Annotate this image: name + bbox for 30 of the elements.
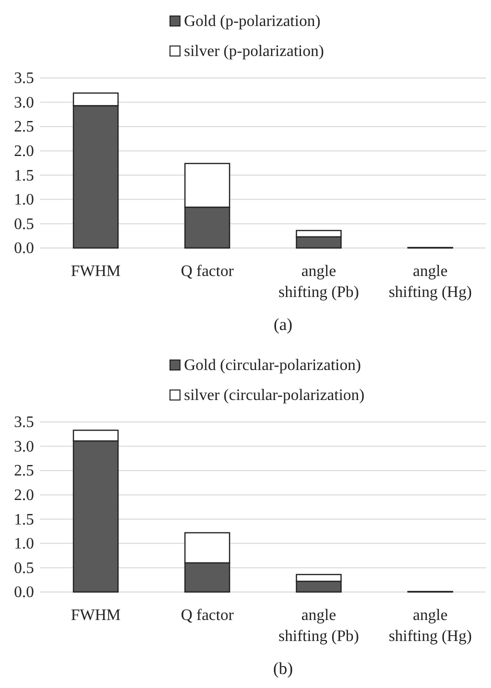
y-tick-label: 2.5 <box>14 118 34 136</box>
y-tick-label: 1.5 <box>14 511 34 528</box>
legend-label: silver (p-polarization) <box>184 43 324 60</box>
y-tick-label: 0.5 <box>14 216 34 233</box>
y-tick-label: 0.5 <box>14 560 34 577</box>
text: (a) <box>274 315 292 334</box>
y-tick-label: 0.0 <box>14 584 34 602</box>
y-tick-label: 3.0 <box>14 438 34 456</box>
x-tick-label: Q factor <box>180 607 234 624</box>
legend-label: Gold (circular-polarization) <box>184 357 361 374</box>
y-tick-label: 0.0 <box>14 240 34 258</box>
text: (b) <box>273 659 293 678</box>
y-tick-label: 3.5 <box>14 70 34 88</box>
x-tick-label: FWHM <box>70 607 121 624</box>
x-tick-label: angle shifting (Pb) <box>278 263 359 301</box>
y-tick-label: 2.0 <box>14 142 34 160</box>
y-tick-label: 2.0 <box>14 486 34 504</box>
legend-label: Gold (p-polarization) <box>184 13 320 30</box>
y-tick-label: 1.5 <box>14 167 34 184</box>
y-tick-label: 1.0 <box>14 536 34 553</box>
x-tick-label: Q factor <box>180 263 234 280</box>
x-tick-label: angle shifting (Pb) <box>278 607 359 645</box>
x-tick-label: angle shifting (Hg) <box>388 263 472 301</box>
y-tick-label: 1.0 <box>14 192 34 209</box>
y-tick-label: 3.5 <box>14 414 34 432</box>
y-tick-label: 3.0 <box>14 94 34 112</box>
y-tick-label: 2.5 <box>14 462 34 480</box>
x-tick-label: angle shifting (Hg) <box>388 607 472 645</box>
legend-label: silver (circular-polarization) <box>184 387 364 404</box>
x-tick-label: FWHM <box>70 263 121 280</box>
